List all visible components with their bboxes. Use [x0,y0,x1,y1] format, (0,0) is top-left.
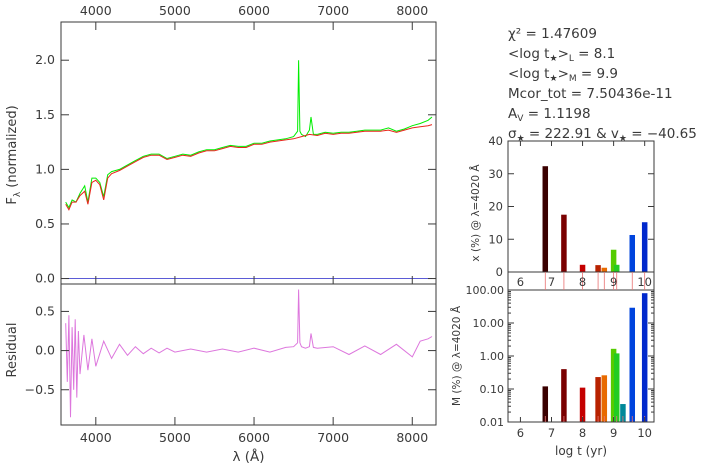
light-y-tick-label: 0 [496,265,503,279]
light-fraction-bar [542,166,549,272]
residual-x-tick-label: 5000 [159,430,191,445]
strip-x-tick-label: 6 [517,275,524,289]
light-y-tick-label: 10 [488,232,503,246]
mcor-text: Mcor_tot = 7.50436e-11 [508,86,673,102]
spectrum-top-tick-label: 5000 [159,3,191,18]
mass-fraction-axis-label: M (%) @ λ=4020 Å [450,305,463,406]
logtL-val: = 8.1 [573,46,616,62]
flux-axis-label: Fλ (normalized) [5,105,23,204]
mass-fraction-bar [641,293,648,422]
light-fraction-bar [610,249,617,272]
logtL-sub: ★ [549,54,558,64]
mass-x-tick-label: 6 [517,426,524,440]
mass-weighted-age: <log t★>M = 9.9 [508,64,708,84]
mass-fraction-bar [601,375,608,422]
spectrum-frame [60,21,437,285]
residual-frame [60,283,437,426]
mass-x-tick-label: 10 [637,426,652,440]
sigma-val: = −40.65 [626,126,697,142]
mass-fraction-bar [595,377,601,422]
sigma-pre: σ [508,126,517,142]
chi-squared-text: χ² = 1.47609 [508,26,597,42]
light-fraction-bar [579,264,586,272]
spectrum-y-tick-label: 0.5 [35,216,55,231]
strip-x-tick-label: 8 [579,275,586,289]
spectrum-y-tick-label: 2.0 [35,52,55,67]
light-fraction-bar [613,264,620,272]
mass-fraction-bar [579,387,586,422]
av-pre: A [508,106,518,122]
light-y-tick-label: 20 [488,200,503,214]
mass-fraction-bar [620,404,626,422]
av-val: = 1.1198 [523,106,591,122]
spectrum-top-tick-label: 8000 [396,3,428,18]
spectrum-top-tick-label: 7000 [317,3,349,18]
residual-y-tick-label: −0.5 [25,382,55,397]
kinematics: σ★ = 222.91 & v★ = −40.65 [508,124,708,144]
mcor-total: Mcor_tot = 7.50436e-11 [508,84,708,104]
light-fraction-axis-label: x (%) @ λ=4020 Å [469,164,482,262]
mass-fraction-bar [542,386,549,422]
mass-y-tick-label: 100.00 [466,284,505,297]
residual-series-0 [65,289,433,418]
mass-x-tick-label: 9 [610,426,617,440]
light-y-tick-label: 30 [488,167,503,181]
mass-y-tick-label: 1.00 [480,350,505,363]
light-fraction-bar [601,267,608,272]
residual-x-tick-label: 4000 [80,430,112,445]
mass-fraction-bar [561,369,567,422]
mass-y-tick-label: 10.00 [473,317,505,330]
light-y-tick-label: 40 [488,134,503,148]
light-fraction-bar [561,214,567,272]
sigma-sub: ★ [516,134,525,144]
light-fraction-bar [595,265,601,272]
spectrum-top-tick-label: 6000 [238,3,270,18]
fit-statistics: χ² = 1.47609 <log t★>L = 8.1 <log t★>M =… [508,24,708,144]
flux-label-tail: (normalized) [5,105,20,192]
spectrum-y-tick-label: 0.0 [35,271,55,286]
spectrum-y-tick-label: 1.0 [35,161,55,176]
mass-fraction-bar [610,348,617,422]
residual-axis-label: Residual [5,323,20,378]
flux-label-main: F [5,197,20,204]
spectrum-y-tick-label: 1.5 [35,107,55,122]
light-weighted-age: <log t★>L = 8.1 [508,44,708,64]
sigma-mid: = 222.91 & v [524,126,619,142]
logtM-sub: ★ [549,74,558,84]
mass-fraction-bar [613,353,620,422]
logtL-sub2: L [568,54,574,64]
residual-x-tick-label: 7000 [317,430,349,445]
residual-x-tick-label: 8000 [396,430,428,445]
mass-x-tick-label: 7 [548,426,555,440]
age-axis-label: log t (yr) [555,444,607,458]
light-fraction-bar [629,234,636,272]
sigma-sub2: ★ [618,134,627,144]
strip-x-tick-label: 7 [548,275,555,289]
mass-y-tick-label: 0.10 [480,383,505,396]
spectrum-series-1 [65,124,433,211]
extinction: AV = 1.1198 [508,104,708,124]
mass-fraction-bar [629,307,636,422]
residual-x-tick-label: 6000 [238,430,270,445]
mass-y-tick-label: 0.01 [480,416,505,429]
logtL-post: > [557,46,569,62]
spectrum-series-0 [65,60,433,209]
mass-x-tick-label: 8 [579,426,586,440]
strip-x-tick-label: 9 [610,275,617,289]
spectrum-top-tick-label: 4000 [80,3,112,18]
wavelength-axis-label: λ (Å) [232,448,264,465]
logtM-sub2: M [568,74,577,84]
light-fraction-bar [641,222,648,272]
logtM-pre: <log t [508,66,550,82]
logtL-pre: <log t [508,46,550,62]
logtM-post: > [557,66,569,82]
av-sub: V [517,114,524,124]
residual-y-tick-label: 0.0 [35,343,55,358]
residual-y-tick-label: 0.5 [35,303,55,318]
flux-label-sub: λ [13,191,23,197]
chi-squared: χ² = 1.47609 [508,24,708,44]
logtM-val: = 9.9 [576,66,619,82]
strip-x-tick-label: 10 [637,275,652,289]
